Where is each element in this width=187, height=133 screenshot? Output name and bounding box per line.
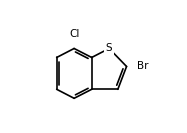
Text: S: S: [106, 43, 112, 53]
Text: Cl: Cl: [69, 29, 79, 39]
Text: Br: Br: [137, 61, 148, 71]
